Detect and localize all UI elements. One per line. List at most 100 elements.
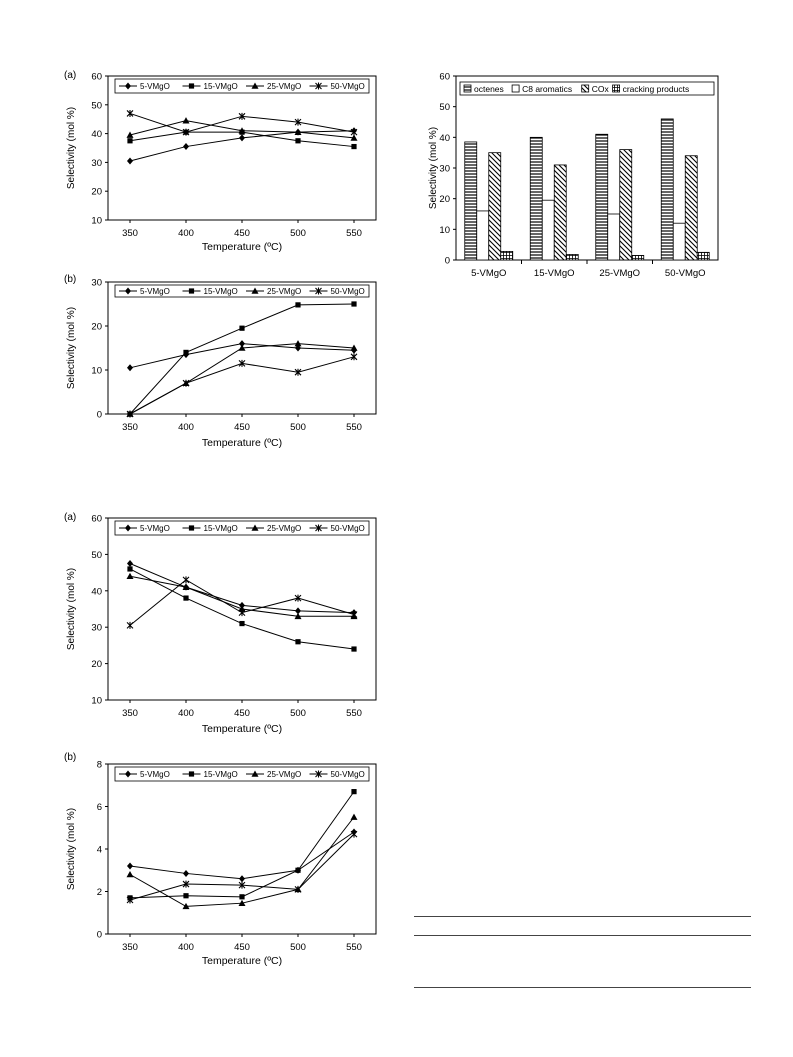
legend-label: 15-VMgO	[204, 287, 238, 296]
legend-label: 50-VMgO	[331, 82, 365, 91]
y-tick-label: 40	[439, 133, 450, 144]
legend-marker-5-VMgO	[125, 524, 131, 532]
data-point-15-VMgO	[295, 639, 301, 645]
legend-label: cracking products	[623, 84, 690, 94]
x-tick-label: 450	[234, 942, 250, 953]
y-tick-label: 8	[97, 760, 102, 771]
data-point-50-VMgO	[182, 576, 190, 584]
data-point-50-VMgO	[238, 112, 246, 120]
series-line-25-VMgO	[129, 343, 355, 415]
x-tick-label: 350	[122, 228, 138, 239]
data-point-50-VMgO	[294, 118, 302, 126]
table-top-rule	[414, 916, 751, 917]
legend-marker-5-VMgO	[125, 82, 131, 90]
panel-label: (a)	[64, 70, 76, 81]
panel-label: (b)	[64, 274, 76, 285]
data-point-25-VMgO	[238, 127, 246, 134]
y-axis-label: Selectivity (mol %)	[428, 127, 439, 209]
legend-box	[114, 520, 370, 536]
data-point-5-VMgO	[183, 143, 189, 151]
x-tick-label: 50-VMgO	[665, 268, 706, 279]
data-point-15-VMgO	[239, 620, 245, 627]
bar-C8 aromatics	[476, 210, 490, 261]
data-point-15-VMgO	[183, 595, 189, 601]
legend-label: C8 aromatics	[522, 84, 572, 94]
series-line-25-VMgO	[129, 816, 355, 907]
data-point-25-VMgO	[238, 344, 246, 351]
data-point-5-VMgO	[239, 134, 245, 142]
data-point-15-VMgO	[239, 325, 245, 331]
legend-label: 5-VMgO	[140, 287, 170, 296]
y-tick-label: 60	[91, 514, 102, 525]
bar-COx	[619, 149, 633, 261]
data-point-5-VMgO	[127, 560, 133, 567]
legend-marker-50-VMgO	[315, 82, 322, 90]
x-tick-label: 400	[178, 228, 194, 239]
x-tick-label: 450	[234, 708, 250, 719]
data-point-25-VMgO	[350, 134, 358, 141]
y-axis-label: Selectivity (mol %)	[66, 808, 77, 890]
x-tick-label: 350	[122, 942, 138, 953]
legend-marker-50-VMgO	[315, 524, 322, 532]
legend-marker-15-VMgO	[188, 771, 195, 777]
legend-marker-25-VMgO	[251, 82, 259, 89]
bar-cracking products	[631, 254, 645, 261]
x-tick-label: 550	[346, 708, 362, 719]
data-point-50-VMgO	[294, 885, 302, 893]
legend-box	[114, 766, 370, 782]
legend-label: 25-VMgO	[267, 524, 301, 533]
y-tick-label: 20	[91, 659, 102, 670]
legend-swatch-C8 aromatics	[511, 84, 520, 93]
data-point-5-VMgO	[127, 862, 133, 870]
chart-fig2: 0 10 20 30 40 50 60 Selectivity (mol %) 5-VMgO 15…	[428, 72, 719, 279]
x-tick-label: 350	[122, 708, 138, 719]
x-tick-label: 500	[290, 228, 306, 239]
data-point-50-VMgO	[126, 896, 134, 904]
y-axis-label: Selectivity (mol %)	[66, 568, 77, 650]
data-point-5-VMgO	[239, 875, 245, 883]
data-point-15-VMgO	[351, 789, 357, 795]
legend-marker-5-VMgO	[125, 287, 131, 295]
legend-label: 15-VMgO	[204, 770, 238, 779]
data-point-50-VMgO	[238, 881, 246, 889]
data-point-25-VMgO	[182, 117, 190, 124]
legend-marker-15-VMgO	[188, 525, 195, 531]
legend-marker-5-VMgO	[125, 770, 131, 778]
data-point-25-VMgO	[294, 612, 302, 620]
bar-C8 aromatics	[672, 222, 686, 261]
data-point-50-VMgO	[350, 830, 358, 838]
y-tick-label: 10	[91, 216, 102, 227]
data-point-5-VMgO	[239, 340, 245, 348]
legend-marker-15-VMgO	[188, 83, 195, 89]
y-tick-label: 60	[91, 72, 102, 83]
x-tick-label: 500	[290, 422, 306, 433]
bar-C8 aromatics	[541, 199, 555, 261]
legend-label: 50-VMgO	[331, 287, 365, 296]
bar-C8 aromatics	[607, 213, 621, 261]
chart-fig1a: (a) 10 20 30 40 50 60 350 400 450 500 550 Temperatur…	[64, 70, 377, 253]
legend-swatch-COx	[581, 84, 590, 93]
y-tick-label: 30	[91, 158, 102, 169]
data-point-25-VMgO	[182, 583, 190, 590]
legend-label: octenes	[474, 84, 504, 94]
chart-fig3a: (a) 10 20 30 40 50 60 350 400 450 500 550 Temperatur…	[64, 512, 377, 735]
data-point-50-VMgO	[126, 109, 134, 117]
data-point-25-VMgO	[350, 813, 358, 820]
panel-label: (b)	[64, 752, 76, 763]
data-point-25-VMgO	[350, 344, 358, 351]
x-axis-label: Temperature (ºC)	[202, 723, 282, 735]
x-tick-label: 550	[346, 228, 362, 239]
y-tick-label: 30	[439, 164, 450, 175]
data-point-50-VMgO	[350, 128, 358, 136]
data-point-5-VMgO	[127, 364, 133, 372]
bar-octenes	[660, 118, 674, 261]
x-tick-label: 400	[178, 708, 194, 719]
series-line-50-VMgO	[129, 833, 355, 901]
series-line-15-VMgO	[129, 303, 355, 415]
y-tick-label: 40	[91, 586, 102, 597]
legend-label: 25-VMgO	[267, 82, 301, 91]
data-point-50-VMgO	[182, 379, 190, 387]
y-tick-label: 10	[91, 696, 102, 707]
plot-frame	[107, 763, 377, 935]
legend-label: 5-VMgO	[140, 770, 170, 779]
